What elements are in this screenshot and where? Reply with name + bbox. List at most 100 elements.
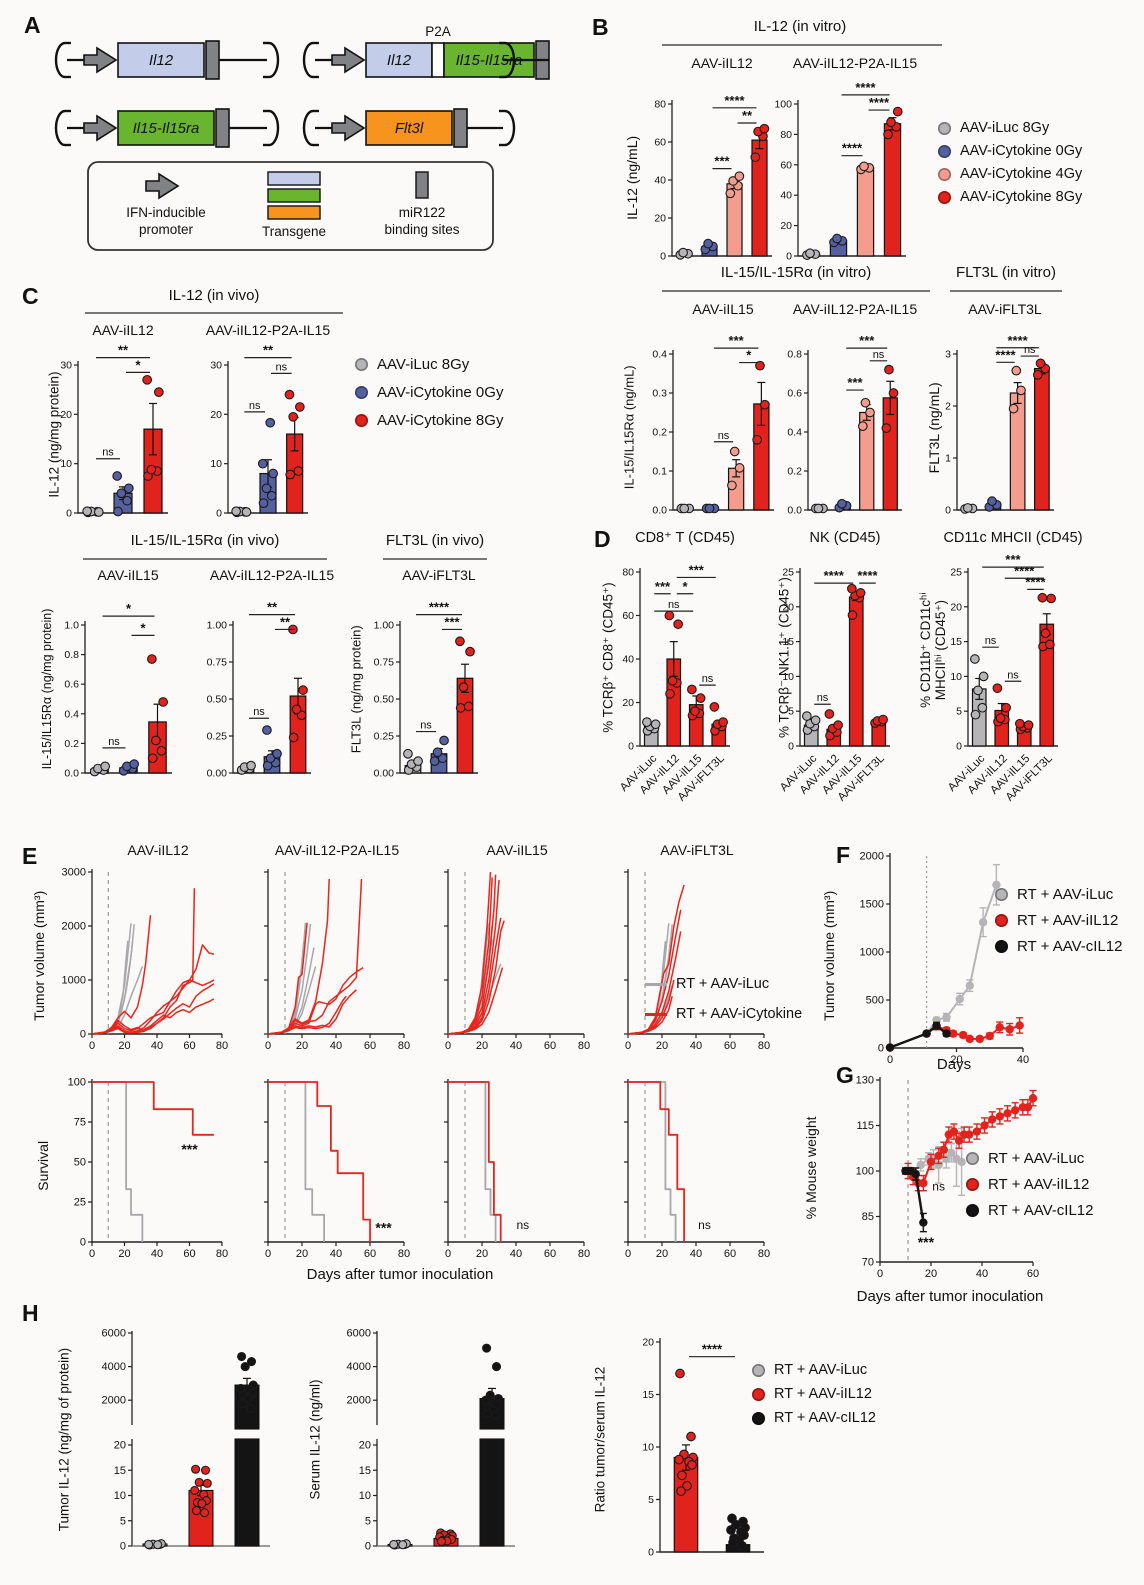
svg-text:0.00: 0.00 [374,768,395,780]
svg-text:80: 80 [780,129,792,141]
svg-text:0: 0 [120,1541,126,1553]
svg-text:ns: ns [276,361,288,373]
svg-text:20: 20 [642,1337,654,1349]
svg-text:Il12: Il12 [149,52,174,69]
x-axis-label: Days after tumor inoculation [856,1288,1044,1305]
svg-text:40: 40 [330,1248,342,1260]
legend-label: AAV-iCytokine 0Gy [960,143,1083,159]
svg-text:***: *** [181,1141,198,1157]
svg-text:20: 20 [296,1248,308,1260]
svg-text:0.25: 0.25 [374,731,395,743]
svg-text:0: 0 [265,1248,271,1260]
svg-text:500: 500 [866,995,884,1007]
panel-b-label: B [592,14,609,40]
svg-text:0: 0 [628,741,634,753]
legend-item: RT + AAV-cIL12 [995,938,1122,955]
legend-item: AAV-iCytokine 0Gy [355,384,503,401]
svg-text:0.4: 0.4 [64,708,79,720]
chart-subtitle: AAV-iIL12-P2A-IL15 [209,567,335,583]
chart-survival-p2a: 0 20 40 60 80 *** [264,1079,410,1260]
svg-text:60: 60 [780,159,792,171]
legend-dot-icon [966,1178,979,1191]
svg-text:0.0: 0.0 [652,505,667,517]
svg-text:0.8: 0.8 [787,349,802,361]
svg-text:20: 20 [476,1040,488,1052]
svg-text:15: 15 [114,1465,126,1477]
legend-dot-icon [995,914,1008,927]
chart-tumorvol-iflt3l: 0 20 40 60 80 [624,869,770,1052]
panel-f-label: F [836,842,851,868]
svg-text:****: **** [429,600,450,615]
legend-panel-h: RT + AAV-iLuc RT + AAV-iIL12 RT + AAV-cIL1… [752,1362,876,1434]
legend-panel-e: RT + AAV-iLuc RT + AAV-iCytokine [645,976,802,1036]
legend-dot-icon [995,888,1008,901]
legend-label: RT + AAV-iIL12 [774,1386,872,1402]
svg-text:80: 80 [758,1248,770,1260]
y-axis-label: % Mouse weight [803,1116,820,1220]
svg-text:40: 40 [690,1040,702,1052]
legend-dot-icon [938,167,951,181]
svg-text:****: **** [869,95,890,110]
svg-text:0.2: 0.2 [652,427,667,439]
svg-text:0: 0 [216,508,222,520]
svg-text:80: 80 [216,1248,228,1260]
chart-title: CD8⁺ T (CD45) [635,530,735,546]
svg-text:0: 0 [877,1268,883,1280]
svg-text:Il15-Il15ra: Il15-Il15ra [133,120,200,137]
legend-label: RT + AAV-iIL12 [1017,912,1119,929]
chart-subtitle: AAV-iFLT3L [660,842,734,858]
svg-text:0: 0 [445,1248,451,1260]
svg-text:20: 20 [476,1248,488,1260]
svg-text:75: 75 [74,1117,86,1129]
svg-text:0: 0 [956,741,962,753]
legend-panel-f: RT + AAV-iLuc RT + AAV-iIL12 RT + AAV-cIL1… [995,886,1122,964]
svg-text:20: 20 [656,1248,668,1260]
svg-text:60: 60 [1027,1268,1039,1280]
legend-dot-icon [355,358,368,371]
svg-text:40: 40 [976,1268,988,1280]
svg-text:ns: ns [249,400,261,412]
legend-label: RT + AAV-iLuc [676,976,770,992]
legend-item: RT + AAV-iLuc [645,976,802,992]
svg-text:115: 115 [856,1120,874,1132]
svg-text:ns: ns [420,720,432,732]
svg-text:40: 40 [622,654,634,666]
svg-text:30: 30 [60,360,72,372]
svg-text:*: * [126,601,132,616]
legend-line-swatch-icon [645,1012,667,1016]
svg-text:4000: 4000 [347,1361,371,1373]
legend-label: RT + AAV-cIL12 [774,1410,876,1426]
svg-text:25: 25 [74,1197,86,1209]
svg-text:3000: 3000 [62,867,86,879]
legend-item: AAV-iLuc 8Gy [938,120,1082,136]
legend-dot-icon [966,1152,979,1165]
svg-text:15: 15 [359,1465,371,1477]
legend-dot-icon [966,1204,979,1217]
legend-dot-icon [355,414,368,427]
group-title: IL-12 (in vitro) [753,18,847,35]
svg-text:3: 3 [945,349,951,361]
legend-dot-icon [938,121,951,135]
legend-label: RT + AAV-iLuc [988,1150,1085,1167]
svg-text:miR122: miR122 [399,205,446,220]
svg-text:****: **** [724,93,745,108]
svg-text:20: 20 [782,601,794,613]
svg-text:20: 20 [118,1040,130,1052]
legend-label: AAV-iLuc 8Gy [960,120,1050,136]
x-axis-label: Days after tumor inoculation [306,1266,494,1283]
svg-text:****: **** [855,80,876,95]
svg-text:****: **** [1014,563,1035,578]
svg-text:60: 60 [622,610,634,622]
group-title: IL-15/IL-15Rα (in vivo) [130,532,280,549]
legend-dot-icon [995,940,1008,953]
svg-text:40: 40 [780,190,792,202]
svg-text:85: 85 [862,1211,874,1223]
legend-dot-icon [938,190,951,204]
svg-text:0: 0 [625,1040,631,1052]
legend-dot-icon [355,386,368,399]
chart-ratio-il12: 0 5 10 15 20 **** [642,1337,764,1559]
